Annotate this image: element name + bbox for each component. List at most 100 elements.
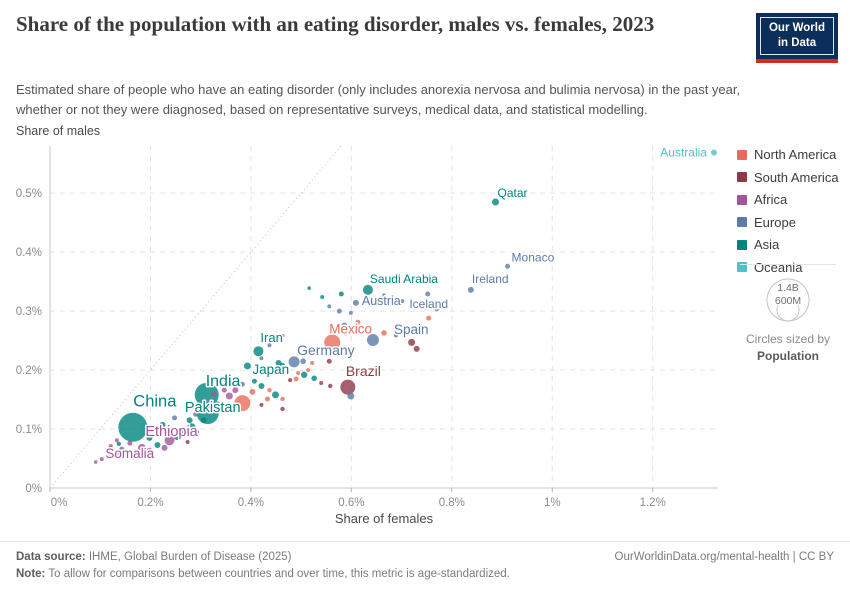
data-point[interactable] xyxy=(249,388,256,395)
data-point[interactable] xyxy=(408,338,416,346)
country-label-austria[interactable]: Austria xyxy=(360,292,402,309)
data-point[interactable] xyxy=(306,368,311,373)
legend-item-north-america[interactable]: North America xyxy=(737,147,849,162)
data-point[interactable] xyxy=(200,417,207,424)
country-label-pakistan[interactable]: Pakistan xyxy=(183,399,242,418)
country-label-china[interactable]: China xyxy=(132,391,179,412)
country-label-somalia[interactable]: Somalia xyxy=(104,445,156,463)
data-point[interactable] xyxy=(172,415,178,421)
country-label-saudi-arabia[interactable]: Saudi Arabia xyxy=(368,270,439,287)
data-point[interactable] xyxy=(348,310,353,315)
data-point[interactable] xyxy=(382,293,386,297)
data-point[interactable] xyxy=(347,392,355,400)
country-label-spain[interactable]: Spain xyxy=(392,320,430,338)
data-point[interactable] xyxy=(296,371,301,376)
data-point[interactable] xyxy=(114,451,119,456)
country-label-qatar[interactable]: Qatar xyxy=(496,185,529,202)
data-point[interactable] xyxy=(234,395,251,412)
legend-item-africa[interactable]: Africa xyxy=(737,192,849,207)
data-point-ireland[interactable] xyxy=(467,286,474,293)
data-point-mexico[interactable] xyxy=(324,334,341,351)
data-point[interactable] xyxy=(320,294,325,299)
country-label-germany[interactable]: Germany xyxy=(296,340,357,359)
data-point[interactable] xyxy=(154,428,161,435)
country-label-mexico[interactable]: Mexico xyxy=(328,320,374,338)
data-point[interactable] xyxy=(348,328,354,334)
data-point[interactable] xyxy=(211,391,217,397)
data-point[interactable] xyxy=(251,378,257,384)
data-point[interactable] xyxy=(221,387,227,393)
data-point[interactable] xyxy=(259,356,264,361)
data-point[interactable] xyxy=(293,376,299,382)
data-point[interactable] xyxy=(232,387,239,394)
data-point[interactable] xyxy=(159,421,166,428)
data-point[interactable] xyxy=(338,291,344,297)
data-point[interactable] xyxy=(272,391,280,399)
data-point[interactable] xyxy=(413,345,420,352)
data-point[interactable] xyxy=(258,382,265,389)
data-point-austria[interactable] xyxy=(352,299,359,306)
data-point[interactable] xyxy=(355,319,361,325)
country-label-iceland[interactable]: Iceland xyxy=(408,296,450,313)
data-point[interactable] xyxy=(194,429,200,435)
data-point[interactable] xyxy=(288,378,293,383)
legend-item-south-america[interactable]: South America xyxy=(737,170,849,185)
data-point[interactable] xyxy=(193,411,199,417)
data-point[interactable] xyxy=(336,308,342,314)
data-point-japan[interactable] xyxy=(243,362,251,370)
data-point[interactable] xyxy=(280,396,285,402)
data-point[interactable] xyxy=(341,322,348,329)
data-point-spain[interactable] xyxy=(366,333,379,346)
data-point-iran[interactable] xyxy=(253,346,264,357)
data-point[interactable] xyxy=(358,369,364,375)
data-point[interactable] xyxy=(187,423,196,432)
owid-url-link[interactable]: OurWorldinData.org/mental-health xyxy=(614,551,790,563)
data-point[interactable] xyxy=(327,304,332,309)
data-point[interactable] xyxy=(275,359,282,366)
data-point[interactable] xyxy=(239,381,245,387)
country-label-ireland[interactable]: Ireland xyxy=(470,270,510,287)
country-label-australia[interactable]: Australia xyxy=(659,144,709,161)
data-point[interactable] xyxy=(381,330,387,336)
data-point-india[interactable] xyxy=(194,382,219,407)
data-point[interactable] xyxy=(400,299,405,304)
country-label-monaco[interactable]: Monaco xyxy=(510,249,556,266)
data-point-monaco[interactable] xyxy=(505,263,511,269)
data-point-australia[interactable] xyxy=(710,149,717,156)
data-point-somalia[interactable] xyxy=(119,446,125,452)
data-point-iceland[interactable] xyxy=(425,291,431,297)
country-label-india[interactable]: India xyxy=(204,371,242,391)
country-label-ethiopia[interactable]: Ethiopia xyxy=(144,423,200,442)
data-point-ethiopia[interactable] xyxy=(164,435,175,446)
data-point[interactable] xyxy=(127,440,133,446)
data-point[interactable] xyxy=(226,405,232,411)
data-point-china[interactable] xyxy=(118,412,148,442)
legend-item-asia[interactable]: Asia xyxy=(737,237,849,252)
data-point[interactable] xyxy=(307,286,311,290)
data-point[interactable] xyxy=(161,444,168,451)
data-point[interactable] xyxy=(267,343,272,348)
data-point[interactable] xyxy=(186,417,193,424)
legend-item-europe[interactable]: Europe xyxy=(737,215,849,230)
scatter-plot[interactable]: 0% 0.1% 0.2% 0.3% 0.4% 0.5% 0% 0.2% 0.4% 0.6% 0.8%… xyxy=(0,140,850,532)
country-label-brazil[interactable]: Brazil xyxy=(344,362,382,381)
data-point[interactable] xyxy=(434,307,439,312)
country-label-japan[interactable]: Japan xyxy=(251,360,291,378)
data-point[interactable] xyxy=(173,432,182,441)
data-point[interactable] xyxy=(264,396,270,402)
data-point[interactable] xyxy=(145,448,154,457)
data-point[interactable] xyxy=(280,362,286,368)
data-point[interactable] xyxy=(214,401,221,408)
data-point[interactable] xyxy=(300,358,306,365)
data-point[interactable] xyxy=(108,444,113,449)
legend-item-oceania[interactable]: Oceania xyxy=(737,260,849,275)
data-point[interactable] xyxy=(114,438,119,443)
data-point[interactable] xyxy=(185,440,190,445)
data-point[interactable] xyxy=(146,434,153,441)
data-point-brazil[interactable] xyxy=(340,379,356,395)
data-point[interactable] xyxy=(426,315,432,321)
data-point[interactable] xyxy=(93,460,98,464)
data-point[interactable] xyxy=(326,358,332,364)
data-point[interactable] xyxy=(328,383,333,389)
data-point[interactable] xyxy=(393,333,399,338)
